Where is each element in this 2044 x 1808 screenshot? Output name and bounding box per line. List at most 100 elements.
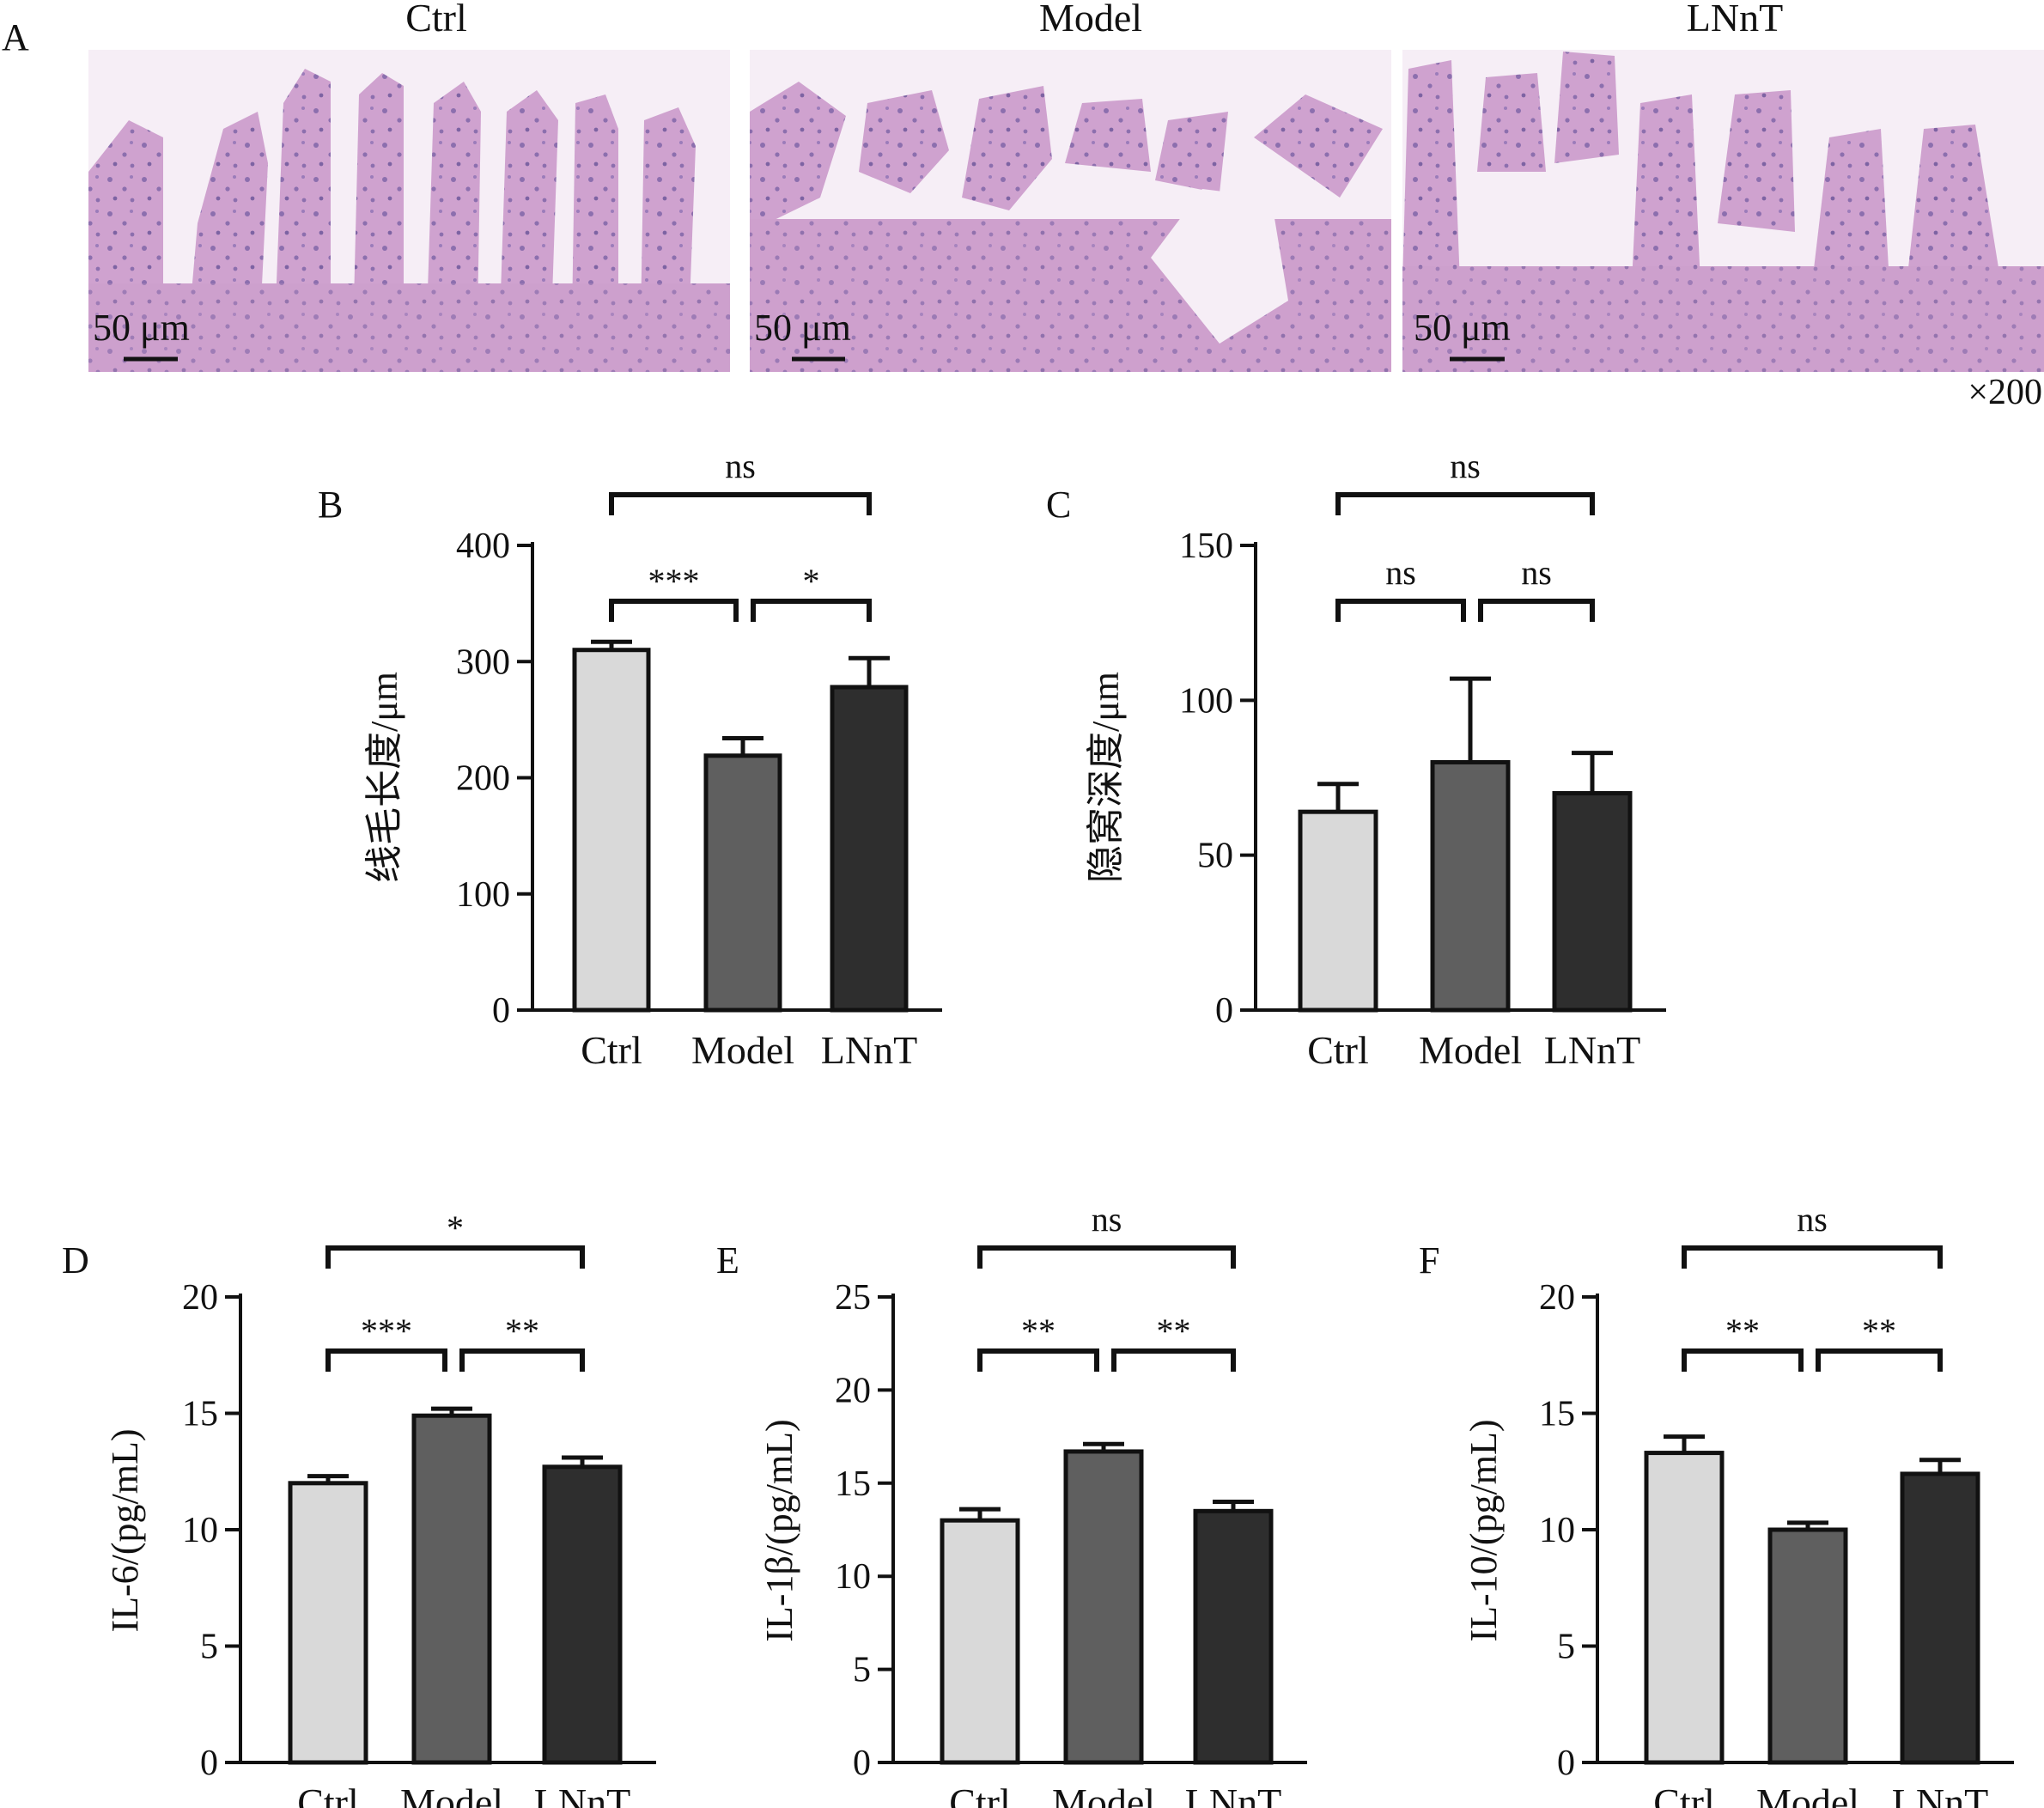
y-tick-label: 20 xyxy=(182,1278,218,1318)
villi-group-model xyxy=(750,82,1383,232)
chart-panel-c: C 0 50 100 150 隐窝深度/μm Ctrl Model LNnT ns ns ns xyxy=(1046,447,1666,1072)
bar-lnnt xyxy=(1552,791,1633,1013)
category-label: Model xyxy=(691,1028,794,1072)
histology-title-model: Model xyxy=(1039,0,1142,40)
y-tick-label: 0 xyxy=(853,1744,871,1783)
histology-panel: A Ctrl 50 μm Model xyxy=(2,0,2044,412)
significance-bracket xyxy=(751,599,872,622)
significance-label: ns xyxy=(1450,447,1481,485)
significance-bracket xyxy=(977,1348,1099,1372)
bar-model xyxy=(703,753,782,1013)
y-tick-label: 0 xyxy=(200,1744,218,1783)
bar-model xyxy=(1767,1527,1848,1765)
category-label: Ctrl xyxy=(949,1781,1011,1808)
significance-label: ns xyxy=(1797,1200,1828,1239)
y-tick-label: 5 xyxy=(853,1651,871,1690)
significance-bracket xyxy=(609,599,739,622)
significance-label: ** xyxy=(505,1312,539,1350)
villi-group-lnnt xyxy=(1402,52,2001,283)
y-tick-label: 0 xyxy=(492,991,510,1031)
significance-bracket xyxy=(1816,1348,1943,1372)
bar-model xyxy=(411,1413,492,1765)
y-tick-label: 0 xyxy=(1557,1744,1575,1783)
histology-title-lnnt: LNnT xyxy=(1687,0,1783,40)
y-axis-title: IL-1β/(pg/mL) xyxy=(758,1419,800,1641)
bar-ctrl xyxy=(1644,1451,1725,1765)
category-label: Ctrl xyxy=(297,1781,359,1808)
significance-bracket xyxy=(1478,599,1595,622)
significance-bracket xyxy=(609,492,872,515)
y-tick-label: 15 xyxy=(1539,1395,1575,1434)
category-label: Ctrl xyxy=(1307,1028,1369,1072)
histology-image-model: Model 50 μm xyxy=(750,0,1391,372)
panel-letter-e: E xyxy=(716,1239,739,1281)
scale-bar-text-ctrl: 50 μm xyxy=(93,307,190,349)
y-tick-label: 10 xyxy=(1539,1511,1575,1550)
bar-model xyxy=(1430,759,1511,1013)
y-tick-label: 0 xyxy=(1215,991,1233,1031)
y-tick-label: 400 xyxy=(456,527,510,566)
category-label: LNnT xyxy=(821,1028,917,1072)
histology-title-ctrl: Ctrl xyxy=(405,0,467,40)
bar-ctrl xyxy=(288,1481,368,1765)
scale-bar-text-lnnt: 50 μm xyxy=(1414,307,1511,349)
significance-label: * xyxy=(447,1208,464,1247)
y-axis-title: 线毛长度/μm xyxy=(363,672,405,883)
panel-letter-f: F xyxy=(1419,1239,1439,1281)
y-tick-label: 200 xyxy=(456,759,510,799)
bar-ctrl xyxy=(940,1518,1020,1765)
bar-lnnt xyxy=(1900,1471,1980,1765)
y-tick-label: 15 xyxy=(182,1395,218,1434)
y-tick-label: 5 xyxy=(200,1628,218,1667)
y-tick-label: 20 xyxy=(835,1371,871,1410)
magnification-label: ×200 xyxy=(1968,373,2042,412)
significance-label: * xyxy=(803,562,820,600)
significance-label: ** xyxy=(1021,1312,1055,1350)
y-axis-title: IL-6/(pg/mL) xyxy=(104,1428,146,1632)
y-tick-label: 20 xyxy=(1539,1278,1575,1318)
scale-bar-text-model: 50 μm xyxy=(754,307,851,349)
significance-label: *** xyxy=(361,1312,412,1350)
bar-ctrl xyxy=(572,648,651,1013)
category-label: Model xyxy=(1419,1028,1522,1072)
significance-bracket xyxy=(977,1245,1236,1269)
category-label: LNnT xyxy=(1185,1781,1281,1808)
histology-image-ctrl: Ctrl 50 μm xyxy=(88,0,730,372)
y-tick-label: 150 xyxy=(1179,527,1233,566)
category-label: LNnT xyxy=(1892,1781,1988,1808)
panel-letter-a: A xyxy=(2,16,29,58)
y-tick-label: 100 xyxy=(456,875,510,915)
significance-bracket xyxy=(1335,492,1595,515)
chart-panel-e: E 0 5 10 15 20 25 IL-1β/(pg/mL) Ctrl Model LNnT ** *… xyxy=(716,1200,1307,1808)
bar-lnnt xyxy=(542,1464,623,1765)
significance-label: ** xyxy=(1862,1312,1896,1350)
panel-letter-c: C xyxy=(1046,484,1071,526)
significance-label: ns xyxy=(1092,1200,1122,1239)
bar-ctrl xyxy=(1298,809,1378,1013)
significance-bracket xyxy=(1682,1348,1804,1372)
y-tick-label: 10 xyxy=(182,1511,218,1550)
significance-bracket xyxy=(325,1245,585,1269)
category-label: Ctrl xyxy=(581,1028,642,1072)
panel-letter-d: D xyxy=(62,1239,89,1281)
category-label: LNnT xyxy=(1544,1028,1640,1072)
significance-label: ** xyxy=(1725,1312,1760,1350)
y-tick-label: 25 xyxy=(835,1278,871,1318)
category-label: Ctrl xyxy=(1653,1781,1715,1808)
y-tick-label: 50 xyxy=(1197,837,1233,876)
category-label: LNnT xyxy=(534,1781,630,1808)
significance-bracket xyxy=(459,1348,585,1372)
y-tick-label: 15 xyxy=(835,1464,871,1504)
y-tick-label: 300 xyxy=(456,642,510,682)
significance-bracket xyxy=(325,1348,447,1372)
significance-label: ns xyxy=(1521,553,1552,592)
significance-bracket xyxy=(1111,1348,1236,1372)
y-axis-title: 隐窝深度/μm xyxy=(1085,672,1127,883)
y-axis-title: IL-10/(pg/mL) xyxy=(1463,1419,1505,1641)
histology-image-lnnt: LNnT 50 μm xyxy=(1402,0,2044,372)
category-label: Model xyxy=(400,1781,503,1808)
category-label: Model xyxy=(1756,1781,1859,1808)
